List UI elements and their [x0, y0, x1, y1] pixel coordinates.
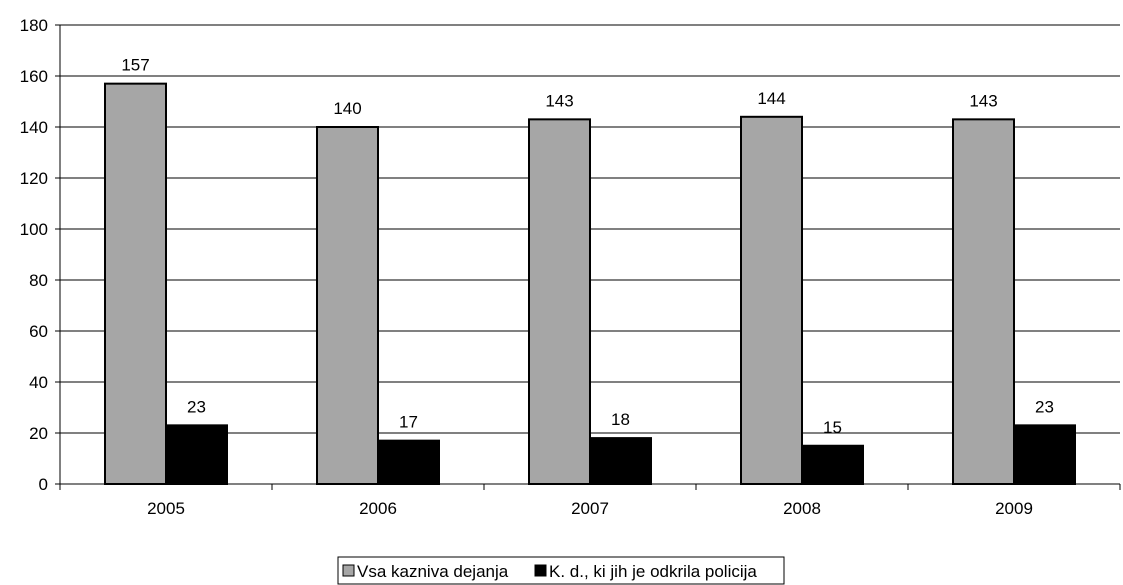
legend-label: Vsa kazniva dejanja: [357, 562, 509, 581]
bar-odkrila-policija: [165, 424, 228, 486]
legend: Vsa kazniva dejanja K. d., ki jih je odkr…: [337, 556, 785, 585]
bar-odkrila-policija: [377, 439, 440, 485]
bar-value-label: 157: [121, 56, 149, 75]
x-tick-label: 2006: [359, 499, 397, 518]
bar-value-label: 140: [333, 99, 361, 118]
y-tick-label: 20: [29, 424, 48, 443]
y-tick-label: 120: [20, 169, 48, 188]
x-tick-label: 2007: [571, 499, 609, 518]
bar-vsa-kazniva-dejanja: [528, 118, 591, 485]
legend-swatch: [534, 564, 547, 577]
legend-box: [337, 556, 785, 585]
bar-odkrila-policija: [589, 437, 652, 486]
x-tick-label: 2008: [783, 499, 821, 518]
y-tick-label: 180: [20, 16, 48, 35]
y-tick-label: 0: [39, 475, 48, 494]
bar-value-label: 15: [823, 418, 842, 437]
y-tick-label: 100: [20, 220, 48, 239]
bar-vsa-kazniva-dejanja: [952, 118, 1015, 485]
x-tick-label: 2009: [995, 499, 1033, 518]
bar-value-label: 143: [969, 91, 997, 110]
y-tick-label: 80: [29, 271, 48, 290]
y-tick-label: 140: [20, 118, 48, 137]
x-tick-label: 2005: [147, 499, 185, 518]
bar-value-label: 143: [545, 91, 573, 110]
bar-value-label: 17: [399, 413, 418, 432]
bar-value-label: 23: [187, 397, 206, 416]
axes: 0 20 40 60 80 100 120 140 160 180 2005 2006 2007 2008…: [20, 16, 1121, 518]
data-labels: 157 23 140 17 143 18 144 15 143 23: [121, 56, 1054, 437]
bar-vsa-kazniva-dejanja: [316, 126, 379, 485]
bar-vsa-kazniva-dejanja: [740, 115, 803, 486]
legend-swatch: [342, 564, 355, 577]
bar-odkrila-policija: [1013, 424, 1076, 486]
bar-odkrila-policija: [801, 444, 864, 485]
bar-vsa-kazniva-dejanja: [104, 82, 167, 486]
bar-value-label: 144: [757, 89, 785, 108]
legend-label: K. d., ki jih je odkrila policija: [549, 562, 757, 581]
bar-value-label: 18: [611, 410, 630, 429]
y-tick-label: 40: [29, 373, 48, 392]
y-tick-label: 60: [29, 322, 48, 341]
bars: [104, 82, 1076, 486]
bar-value-label: 23: [1035, 397, 1054, 416]
y-tick-label: 160: [20, 67, 48, 86]
